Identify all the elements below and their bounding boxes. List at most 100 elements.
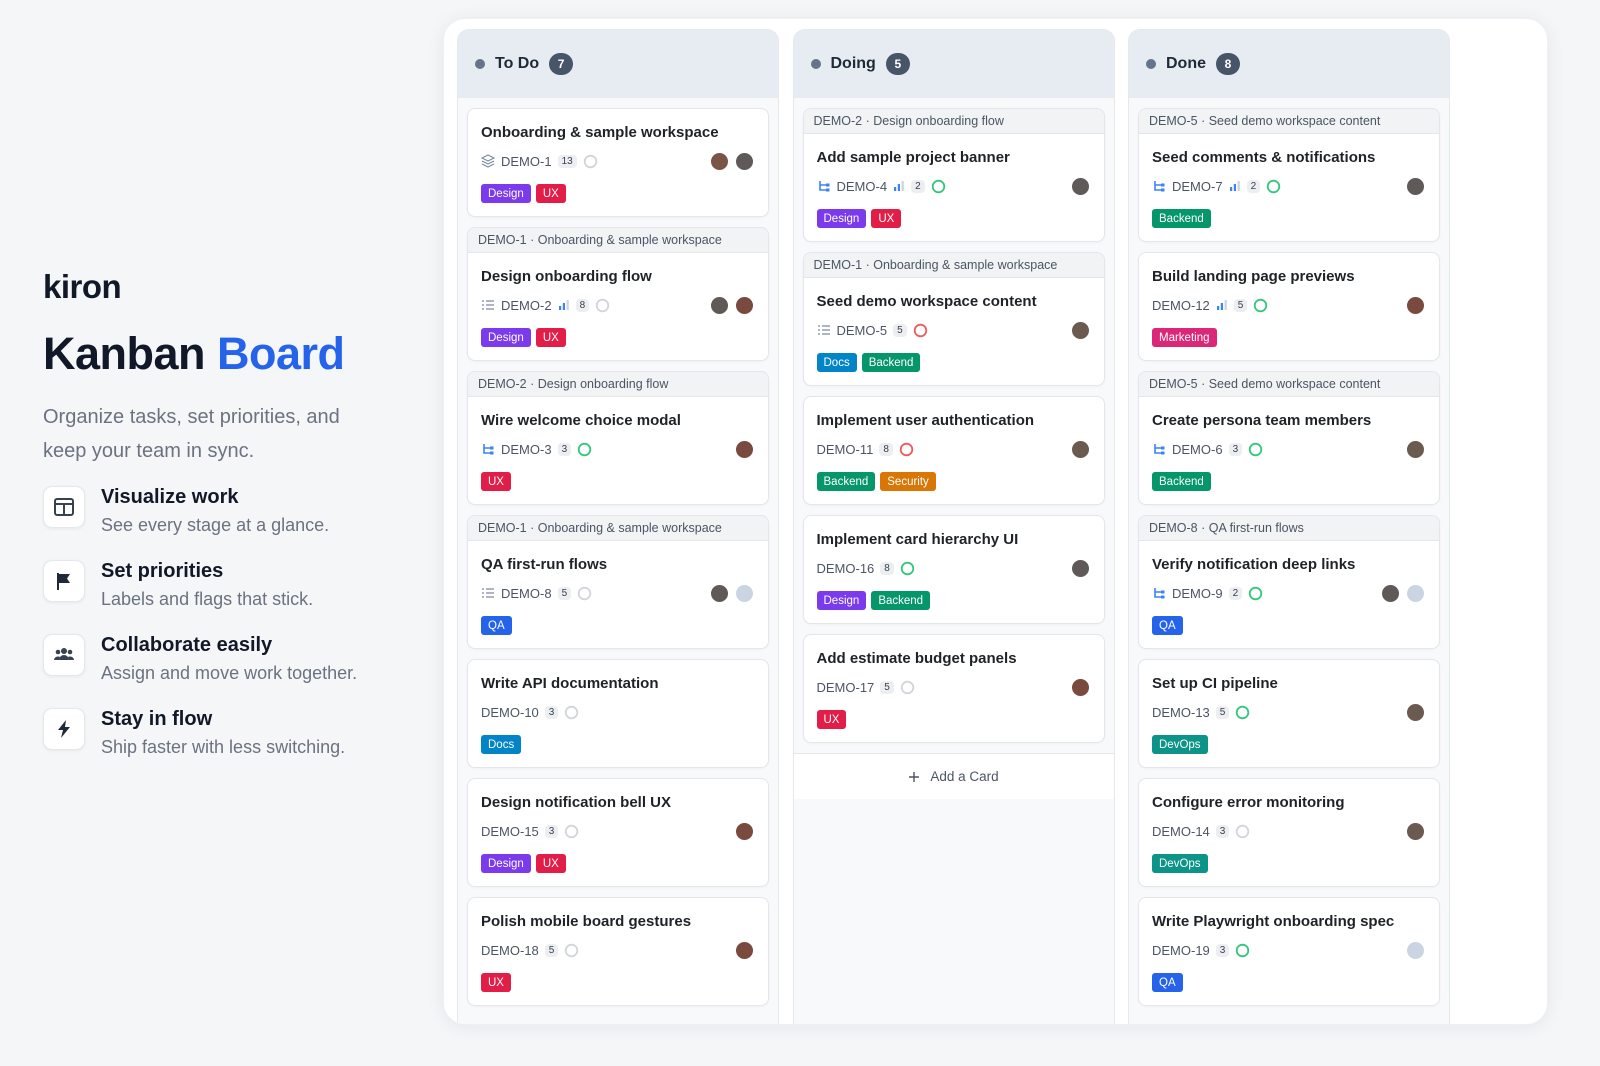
task-meta: DEMO-11 8 [804, 438, 1104, 460]
parent-task: DEMO-1 · Onboarding & sample workspace [803, 253, 1104, 278]
task-card[interactable]: Set up CI pipeline DEMO-13 5 DevOps [1138, 659, 1440, 768]
task-id: DEMO-19 [1152, 942, 1210, 958]
task-card[interactable]: DEMO-2 · Design onboarding flow Add sampl… [802, 108, 1105, 242]
assignees [1066, 175, 1091, 197]
description: Organize tasks, set priorities, and keep… [43, 406, 340, 462]
task-card[interactable]: Design notification bell UX DEMO-15 3 Desig… [467, 778, 769, 887]
avatar[interactable] [709, 294, 730, 316]
task-card[interactable]: Implement card hierarchy UI DEMO-16 8 Desig… [802, 515, 1105, 624]
task-card[interactable]: DEMO-1 · Onboarding & sample workspace Se… [802, 252, 1105, 386]
task-badge: 3 [1215, 824, 1230, 838]
task-id: DEMO-2 [501, 297, 552, 313]
status-dot [1146, 59, 1156, 69]
task-badge: 2 [911, 179, 925, 193]
task-id: DEMO-3 [501, 441, 552, 457]
avatar[interactable] [1405, 939, 1426, 961]
task-meta: DEMO-9 2 [1139, 582, 1439, 604]
task-badge: 5 [1233, 298, 1248, 312]
avatar[interactable] [1405, 820, 1426, 842]
column-header: Done 8 [1129, 30, 1449, 98]
avatar[interactable] [1069, 438, 1091, 460]
task-card[interactable]: DEMO-5 · Seed demo workspace content Crea… [1138, 371, 1440, 505]
avatar[interactable] [1405, 175, 1426, 197]
task-badge: 8 [575, 298, 590, 312]
task-id: DEMO-1 [501, 153, 552, 169]
parent-task: DEMO-8 · QA first-run flows [1139, 516, 1439, 541]
assignees [1401, 939, 1426, 961]
progress-ring [564, 824, 579, 839]
avatar[interactable] [1069, 676, 1091, 698]
avatar[interactable] [1069, 557, 1091, 579]
avatar[interactable] [1405, 701, 1426, 723]
avatar[interactable] [734, 438, 755, 460]
assignees [1066, 557, 1091, 579]
progress-ring [900, 680, 915, 695]
avatar[interactable] [1069, 175, 1091, 197]
task-card[interactable]: DEMO-8 · QA first-run flows Verify notifi… [1138, 515, 1440, 649]
task-meta: DEMO-13 5 [1139, 701, 1439, 723]
avatar[interactable] [734, 820, 755, 842]
task-badge: 5 [1215, 705, 1230, 719]
parent-task: DEMO-1 · Onboarding & sample workspace [468, 228, 768, 253]
task-type-icon [1152, 442, 1166, 456]
headline-accent: Board [217, 328, 345, 379]
labels: UX [804, 698, 1104, 742]
avatar[interactable] [734, 150, 755, 172]
label-tag: Marketing [1152, 328, 1217, 347]
progress-ring [1248, 442, 1263, 457]
labels: QA [1139, 604, 1439, 648]
task-card[interactable]: Configure error monitoring DEMO-14 3 DevOps [1138, 778, 1440, 887]
task-card[interactable]: DEMO-5 · Seed demo workspace content Seed… [1138, 108, 1440, 242]
labels: Design UX [468, 172, 768, 216]
task-type-icon [481, 154, 495, 168]
parent-task: DEMO-5 · Seed demo workspace content [1139, 372, 1439, 397]
avatar[interactable] [1069, 319, 1091, 341]
task-title: Design onboarding flow [481, 268, 652, 285]
task-type-icon [481, 586, 495, 600]
task-meta: DEMO-19 3 [1139, 939, 1439, 961]
avatar[interactable] [734, 294, 755, 316]
column: To Do 7 Onboarding & sample workspace DEMO-… [457, 29, 779, 1024]
task-card[interactable]: Build landing page previews DEMO-12 5 Marke… [1138, 252, 1440, 361]
avatar[interactable] [1405, 582, 1426, 604]
task-id: DEMO-11 [816, 441, 874, 457]
column-count: 7 [549, 53, 574, 75]
task-card[interactable]: Add estimate budget panels DEMO-17 5 UX [802, 634, 1105, 743]
task-card[interactable]: Implement user authentication DEMO-11 8 Bac… [802, 396, 1105, 505]
avatar[interactable] [734, 582, 755, 604]
progress-ring [577, 586, 592, 601]
avatar[interactable] [1405, 438, 1426, 460]
task-meta: DEMO-12 5 [1139, 294, 1439, 316]
parent-task: DEMO-1 · Onboarding & sample workspace [468, 516, 768, 541]
progress-ring [913, 323, 928, 338]
task-title: QA first-run flows [481, 556, 608, 573]
priority-icon [558, 299, 570, 311]
labels: UX [468, 460, 768, 504]
task-card[interactable]: Polish mobile board gestures DEMO-18 5 UX [467, 897, 769, 1006]
task-card[interactable]: Write Playwright onboarding spec DEMO-19 3… [1138, 897, 1440, 1006]
task-type-icon [481, 298, 495, 312]
task-badge: 5 [544, 943, 559, 957]
add-card-button[interactable]: Add a Card [793, 753, 1114, 799]
avatar[interactable] [734, 939, 755, 961]
task-card[interactable]: Write API documentation DEMO-10 3 Docs [467, 659, 769, 768]
task-card[interactable]: Onboarding & sample workspace DEMO-1 13 Des… [467, 108, 769, 217]
task-id: DEMO-6 [1172, 441, 1223, 457]
assignees [730, 820, 755, 842]
labels: Docs [468, 723, 768, 767]
assignees [1401, 820, 1426, 842]
feature-title: Collaborate easily [101, 634, 273, 656]
task-title: Build landing page previews [1152, 268, 1355, 285]
task-card[interactable]: DEMO-2 · Design onboarding flow Wire welc… [467, 371, 769, 505]
avatar[interactable] [709, 582, 730, 604]
avatar[interactable] [1405, 294, 1426, 316]
task-id: DEMO-4 [836, 178, 888, 194]
avatar[interactable] [709, 150, 730, 172]
task-badge: 3 [1228, 442, 1243, 456]
task-card[interactable]: DEMO-1 · Onboarding & sample workspace De… [467, 227, 769, 361]
task-title: Set up CI pipeline [1152, 675, 1278, 692]
labels: Backend Security [804, 460, 1104, 504]
avatar[interactable] [1380, 582, 1401, 604]
task-card[interactable]: DEMO-1 · Onboarding & sample workspace QA… [467, 515, 769, 649]
